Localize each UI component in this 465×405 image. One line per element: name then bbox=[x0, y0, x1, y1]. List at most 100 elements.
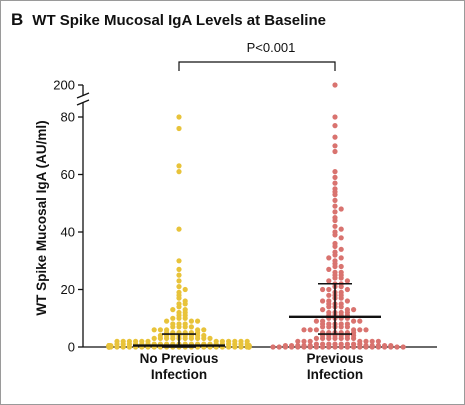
data-point bbox=[301, 327, 307, 333]
data-point bbox=[320, 344, 326, 350]
data-point bbox=[332, 209, 338, 215]
data-point bbox=[326, 278, 332, 284]
data-point bbox=[176, 324, 182, 330]
y-tick-label: 60 bbox=[61, 167, 75, 182]
data-point bbox=[332, 203, 338, 209]
data-point bbox=[400, 344, 406, 350]
data-point bbox=[338, 324, 344, 330]
data-point bbox=[332, 243, 338, 249]
data-point bbox=[332, 252, 338, 258]
data-point bbox=[176, 284, 182, 290]
data-point bbox=[188, 335, 194, 341]
data-point bbox=[176, 266, 182, 272]
data-point bbox=[394, 344, 400, 350]
data-point bbox=[188, 324, 194, 330]
data-point bbox=[338, 335, 344, 341]
x-category-label: Infection bbox=[307, 367, 363, 382]
y-axis-label: WT Spike Mucosal IgA (AU/ml) bbox=[34, 120, 49, 315]
data-point bbox=[338, 295, 344, 301]
data-point bbox=[344, 335, 350, 341]
axis-break-mark bbox=[76, 92, 90, 99]
data-point bbox=[344, 286, 350, 293]
data-point bbox=[332, 123, 338, 129]
data-point bbox=[276, 344, 282, 350]
data-point bbox=[176, 169, 182, 175]
data-point bbox=[170, 324, 176, 330]
data-point bbox=[176, 226, 182, 232]
data-point bbox=[338, 263, 344, 270]
data-point bbox=[313, 318, 319, 324]
data-point bbox=[176, 258, 182, 264]
data-point bbox=[351, 307, 357, 313]
data-point bbox=[182, 286, 188, 293]
data-point bbox=[332, 335, 338, 341]
data-point bbox=[332, 192, 338, 198]
data-point bbox=[320, 286, 326, 293]
data-point bbox=[326, 324, 332, 330]
x-category-label: Previous bbox=[306, 351, 363, 366]
panel-header: B WT Spike Mucosal IgA Levels at Baselin… bbox=[11, 7, 326, 33]
data-point bbox=[188, 318, 194, 324]
p-value-annotation: P<0.001 bbox=[247, 40, 296, 55]
data-point bbox=[338, 255, 344, 261]
data-point bbox=[201, 327, 207, 333]
data-point bbox=[326, 335, 332, 341]
data-point bbox=[176, 295, 182, 301]
data-point bbox=[369, 338, 375, 344]
data-point bbox=[332, 344, 338, 350]
data-point bbox=[326, 266, 332, 272]
data-point bbox=[338, 284, 344, 290]
panel-title: WT Spike Mucosal IgA Levels at Baseline bbox=[32, 11, 326, 29]
data-point bbox=[338, 246, 344, 252]
data-point bbox=[126, 344, 132, 350]
data-point bbox=[332, 217, 338, 224]
data-point bbox=[363, 327, 369, 333]
data-point bbox=[338, 226, 344, 232]
data-point bbox=[313, 344, 319, 350]
data-point bbox=[176, 163, 182, 169]
data-point bbox=[195, 335, 201, 341]
data-point bbox=[120, 344, 126, 350]
data-point bbox=[170, 335, 176, 341]
significance-bracket bbox=[178, 61, 336, 71]
data-point bbox=[182, 301, 188, 307]
data-point bbox=[320, 324, 326, 330]
x-category-label: Infection bbox=[151, 367, 207, 382]
data-point bbox=[351, 344, 357, 350]
data-point bbox=[106, 344, 112, 350]
data-point bbox=[326, 292, 332, 298]
data-point bbox=[338, 235, 344, 241]
data-point bbox=[182, 324, 188, 330]
data-point bbox=[176, 125, 182, 132]
data-point bbox=[332, 263, 338, 270]
data-point bbox=[176, 278, 182, 284]
data-point bbox=[151, 327, 157, 333]
data-point bbox=[332, 143, 338, 149]
y-tick-label: 20 bbox=[61, 282, 75, 297]
data-point bbox=[301, 344, 307, 350]
data-point bbox=[320, 307, 326, 313]
data-point bbox=[164, 318, 170, 324]
data-point bbox=[332, 197, 338, 203]
data-point bbox=[307, 338, 313, 344]
data-point bbox=[182, 315, 188, 321]
data-point bbox=[332, 148, 338, 155]
data-point bbox=[307, 327, 313, 333]
data-point bbox=[313, 327, 319, 333]
y-tick-label: 0 bbox=[68, 340, 75, 355]
data-point bbox=[338, 206, 344, 212]
data-point bbox=[351, 318, 357, 324]
data-point bbox=[357, 327, 363, 333]
panel-letter: B bbox=[11, 10, 24, 29]
data-point bbox=[332, 174, 338, 180]
data-point bbox=[332, 275, 338, 281]
data-point bbox=[313, 335, 319, 341]
data-point bbox=[157, 335, 163, 341]
data-point bbox=[326, 286, 332, 293]
data-point bbox=[295, 338, 301, 344]
data-point bbox=[157, 327, 163, 333]
y-tick-label: 80 bbox=[61, 110, 75, 125]
data-point bbox=[338, 304, 344, 310]
